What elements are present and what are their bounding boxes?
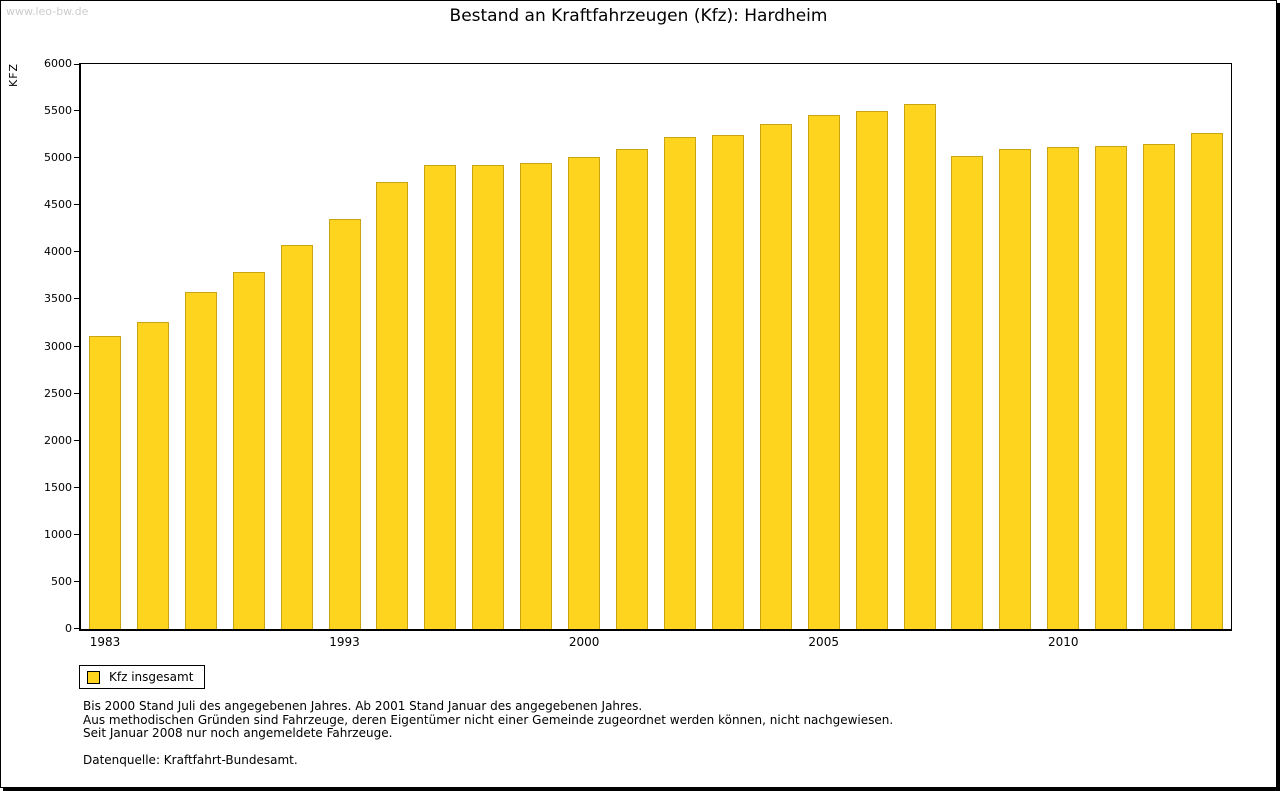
y-axis-tick	[74, 345, 79, 347]
y-tick-label: 6000	[44, 57, 72, 70]
footnotes: Bis 2000 Stand Juli des angegebenen Jahr…	[83, 699, 894, 767]
legend: Kfz insgesamt	[79, 665, 206, 689]
footnote-line-1: Bis 2000 Stand Juli des angegebenen Jahr…	[83, 699, 643, 713]
x-tick-label: 1983	[89, 635, 121, 649]
y-axis-tick	[74, 204, 79, 206]
bar-2005	[807, 114, 840, 629]
y-axis-tick	[74, 580, 79, 582]
y-axis-tick	[74, 298, 79, 300]
bar-2000	[568, 157, 601, 629]
y-tick-label: 5000	[44, 151, 72, 165]
bar-2013	[1191, 132, 1224, 629]
bar-1999	[520, 162, 553, 629]
bar-1993	[328, 219, 361, 629]
y-tick-label: 500	[51, 574, 72, 588]
legend-label: Kfz insgesamt	[109, 670, 194, 684]
chart-title: Bestand an Kraftfahrzeugen (Kfz): Hardhe…	[449, 6, 828, 26]
bar-1997	[424, 164, 457, 629]
bar-2003	[711, 134, 744, 629]
y-tick-label: 4500	[44, 198, 72, 212]
y-axis-title: KFZ	[7, 62, 20, 87]
bar-2001	[616, 148, 649, 629]
bar-2007	[903, 103, 936, 629]
y-tick-label: 2000	[44, 433, 72, 447]
y-axis-tick	[74, 486, 79, 488]
x-tick-label: 2010	[1048, 635, 1079, 649]
legend-swatch	[87, 670, 100, 684]
footnote-line-3: Seit Januar 2008 nur noch angemeldete Fa…	[83, 726, 393, 740]
y-axis-tick	[74, 157, 79, 159]
plot-area: 0 500 1000 1500 2000 2500 3000 3500 4000 4500 5000…	[44, 57, 1232, 649]
x-tick-label: 2005	[808, 635, 839, 649]
bar-2010	[1047, 146, 1080, 629]
y-axis-tick	[74, 439, 79, 441]
bar-2002	[663, 136, 696, 629]
y-tick-label: 2500	[44, 386, 72, 400]
y-axis-tick	[74, 110, 79, 112]
bar-1991	[280, 244, 313, 629]
y-axis-tick	[74, 533, 79, 535]
y-axis-tick	[74, 392, 79, 394]
bar-2012	[1143, 144, 1176, 629]
y-tick-label: 1500	[44, 480, 72, 494]
y-axis-tick	[74, 64, 79, 65]
bar-1987	[184, 291, 217, 629]
data-source: Datenquelle: Kraftfahrt-Bundesamt.	[83, 752, 298, 767]
y-tick-label: 1000	[44, 527, 72, 541]
y-axis-tick	[74, 628, 79, 629]
y-tick-label: 0	[65, 622, 72, 635]
bar-1998	[472, 164, 505, 629]
x-tick-label: 2000	[568, 635, 600, 649]
y-axis-tick	[74, 251, 79, 253]
watermark: www.leo-bw.de	[6, 5, 89, 18]
y-tick-label: 4000	[44, 245, 72, 259]
y-tick-label: 3000	[44, 339, 72, 353]
bar-2011	[1095, 145, 1128, 629]
footnote-line-2: Aus methodischen Gründen sind Fahrzeuge,…	[83, 712, 894, 727]
bar-1995	[376, 181, 409, 629]
bar-1989	[232, 272, 265, 629]
y-tick-label: 3500	[44, 292, 72, 306]
bar-1983	[88, 336, 121, 629]
y-tick-label: 5500	[44, 104, 72, 118]
bar-2004	[759, 124, 792, 629]
bar-1985	[136, 322, 169, 629]
x-tick-label: 1993	[329, 635, 360, 649]
bar-2009	[999, 148, 1032, 629]
bar-2008	[951, 156, 984, 629]
bar-2006	[855, 111, 888, 629]
